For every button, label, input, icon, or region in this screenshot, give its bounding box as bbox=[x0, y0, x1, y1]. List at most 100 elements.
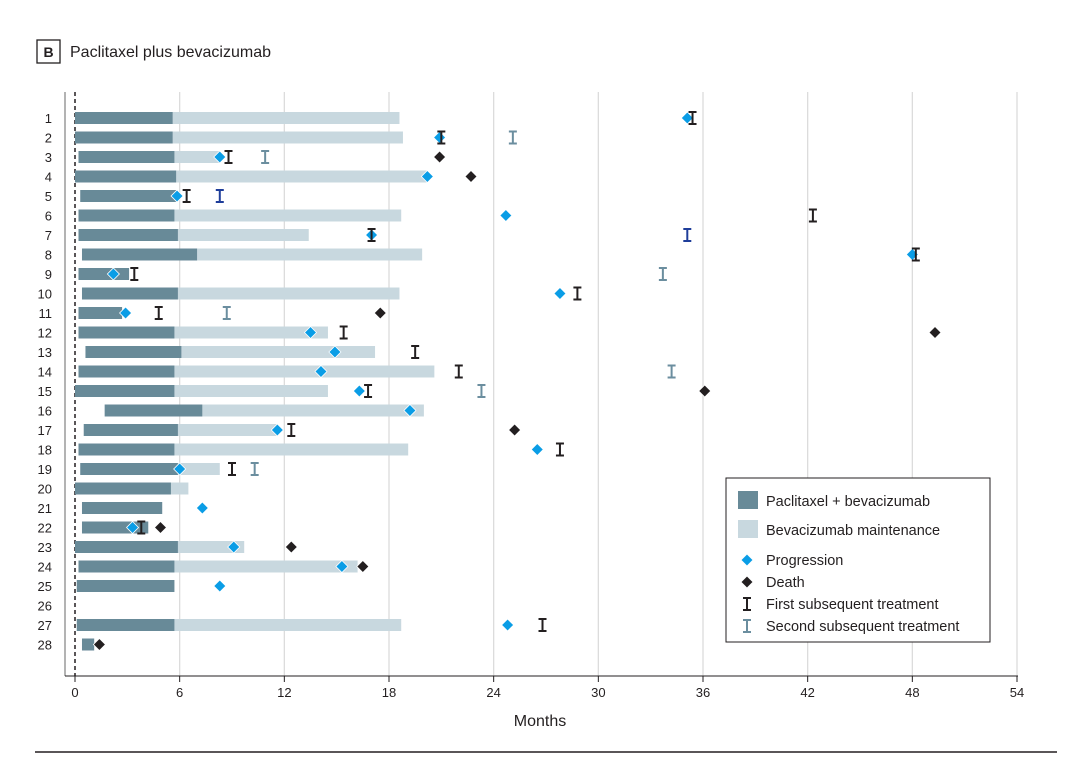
first-treatment-marker bbox=[538, 618, 547, 632]
legend-label: Paclitaxel + bevacizumab bbox=[766, 494, 930, 510]
x-tick-label: 24 bbox=[486, 685, 500, 700]
second-treatment-marker bbox=[250, 462, 259, 476]
patient-label: 21 bbox=[38, 501, 52, 516]
patient-label: 6 bbox=[45, 209, 52, 224]
combo-bar bbox=[78, 268, 130, 280]
maintenance-bar bbox=[202, 404, 424, 417]
x-axis-label: Months bbox=[514, 713, 566, 730]
first-treatment-marker bbox=[228, 462, 236, 476]
first-treatment-marker bbox=[555, 442, 564, 457]
second-treatment-marker bbox=[215, 189, 224, 203]
maintenance-bar bbox=[174, 385, 328, 397]
combo-bar bbox=[75, 482, 171, 495]
maintenance-bar bbox=[170, 482, 189, 495]
patient-label: 23 bbox=[38, 540, 52, 555]
x-tick-label: 18 bbox=[382, 685, 396, 700]
death-marker bbox=[373, 306, 387, 320]
combo-bar bbox=[78, 326, 175, 339]
death-marker bbox=[153, 520, 168, 535]
second-treatment-marker bbox=[683, 228, 692, 242]
maintenance-bar bbox=[172, 112, 400, 124]
patient-label: 9 bbox=[45, 267, 52, 282]
patient-label: 2 bbox=[45, 131, 52, 146]
maintenance-bar bbox=[177, 463, 220, 475]
patient-label: 26 bbox=[38, 599, 52, 614]
maintenance-bar bbox=[177, 541, 245, 553]
combo-bar bbox=[76, 580, 175, 592]
combo-bar bbox=[75, 541, 178, 553]
progression-marker bbox=[352, 384, 366, 398]
progression-marker bbox=[335, 559, 349, 574]
first-treatment-marker bbox=[437, 130, 446, 145]
death-marker bbox=[698, 384, 712, 398]
progression-marker bbox=[314, 364, 328, 379]
second-treatment-marker bbox=[477, 384, 486, 398]
second-treatment-marker bbox=[261, 150, 270, 164]
combo-bar bbox=[81, 287, 178, 300]
patient-label: 16 bbox=[38, 404, 52, 419]
death-marker bbox=[464, 169, 478, 184]
patient-label: 12 bbox=[38, 326, 52, 341]
second-treatment-marker bbox=[222, 306, 231, 320]
first-treatment-marker bbox=[808, 208, 817, 223]
x-tick-label: 42 bbox=[800, 685, 814, 700]
first-treatment-marker bbox=[367, 228, 376, 242]
maintenance-bar bbox=[176, 170, 428, 183]
combo-bar bbox=[83, 424, 178, 436]
maintenance-bar bbox=[181, 346, 376, 358]
combo-bar bbox=[75, 112, 173, 124]
x-tick-label: 36 bbox=[696, 685, 710, 700]
legend-label: First subsequent treatment bbox=[766, 597, 938, 613]
progression-marker bbox=[553, 286, 567, 301]
patient-label: 15 bbox=[38, 384, 52, 399]
second-treatment-marker bbox=[508, 130, 517, 145]
progression-marker bbox=[403, 403, 417, 418]
patient-label: 13 bbox=[38, 345, 52, 360]
progression-marker bbox=[420, 169, 434, 184]
combo-bar bbox=[78, 443, 175, 456]
patient-label: 27 bbox=[38, 618, 52, 633]
maintenance-bar bbox=[177, 229, 309, 241]
maintenance-bar bbox=[174, 560, 358, 573]
death-marker bbox=[284, 540, 298, 554]
combo-bar bbox=[81, 638, 95, 651]
panel-letter-box bbox=[36, 39, 61, 64]
progression-marker bbox=[195, 501, 209, 515]
patient-label: 19 bbox=[38, 462, 52, 477]
panel-title: Paclitaxel plus bevacizumab bbox=[70, 44, 271, 61]
first-treatment-marker bbox=[287, 423, 296, 437]
first-treatment-marker bbox=[154, 306, 163, 320]
progression-marker bbox=[106, 267, 120, 281]
maintenance-bar bbox=[174, 209, 402, 222]
x-tick-label: 30 bbox=[591, 685, 605, 700]
x-tick-label: 48 bbox=[905, 685, 919, 700]
patient-label: 8 bbox=[45, 248, 52, 263]
x-tick-label: 54 bbox=[1010, 685, 1024, 700]
patient-label: 20 bbox=[38, 482, 52, 497]
progression-marker bbox=[170, 189, 184, 203]
combo-bar bbox=[75, 131, 173, 144]
combo-bar bbox=[80, 463, 178, 475]
patient-label: 14 bbox=[38, 365, 52, 380]
combo-bar bbox=[78, 307, 123, 319]
first-treatment-marker bbox=[364, 384, 373, 398]
maintenance-bar bbox=[174, 151, 220, 163]
progression-marker bbox=[499, 208, 513, 223]
first-treatment-marker bbox=[573, 286, 582, 301]
progression-marker bbox=[173, 462, 187, 476]
death-marker bbox=[356, 559, 370, 574]
first-treatment-marker bbox=[454, 364, 463, 379]
combo-bar bbox=[78, 365, 175, 378]
progression-marker bbox=[213, 579, 227, 593]
first-treatment-marker bbox=[137, 520, 146, 535]
legend-label: Progression bbox=[766, 553, 843, 569]
combo-bar bbox=[78, 151, 175, 163]
patient-label: 10 bbox=[38, 287, 52, 302]
combo-bar bbox=[81, 248, 198, 261]
legend-second-treatment-icon bbox=[743, 619, 751, 633]
legend-label: Bevacizumab maintenance bbox=[766, 523, 940, 539]
first-treatment-marker bbox=[688, 111, 697, 125]
progression-marker bbox=[501, 618, 515, 632]
patient-label: 5 bbox=[45, 189, 52, 204]
progression-marker bbox=[328, 345, 342, 359]
